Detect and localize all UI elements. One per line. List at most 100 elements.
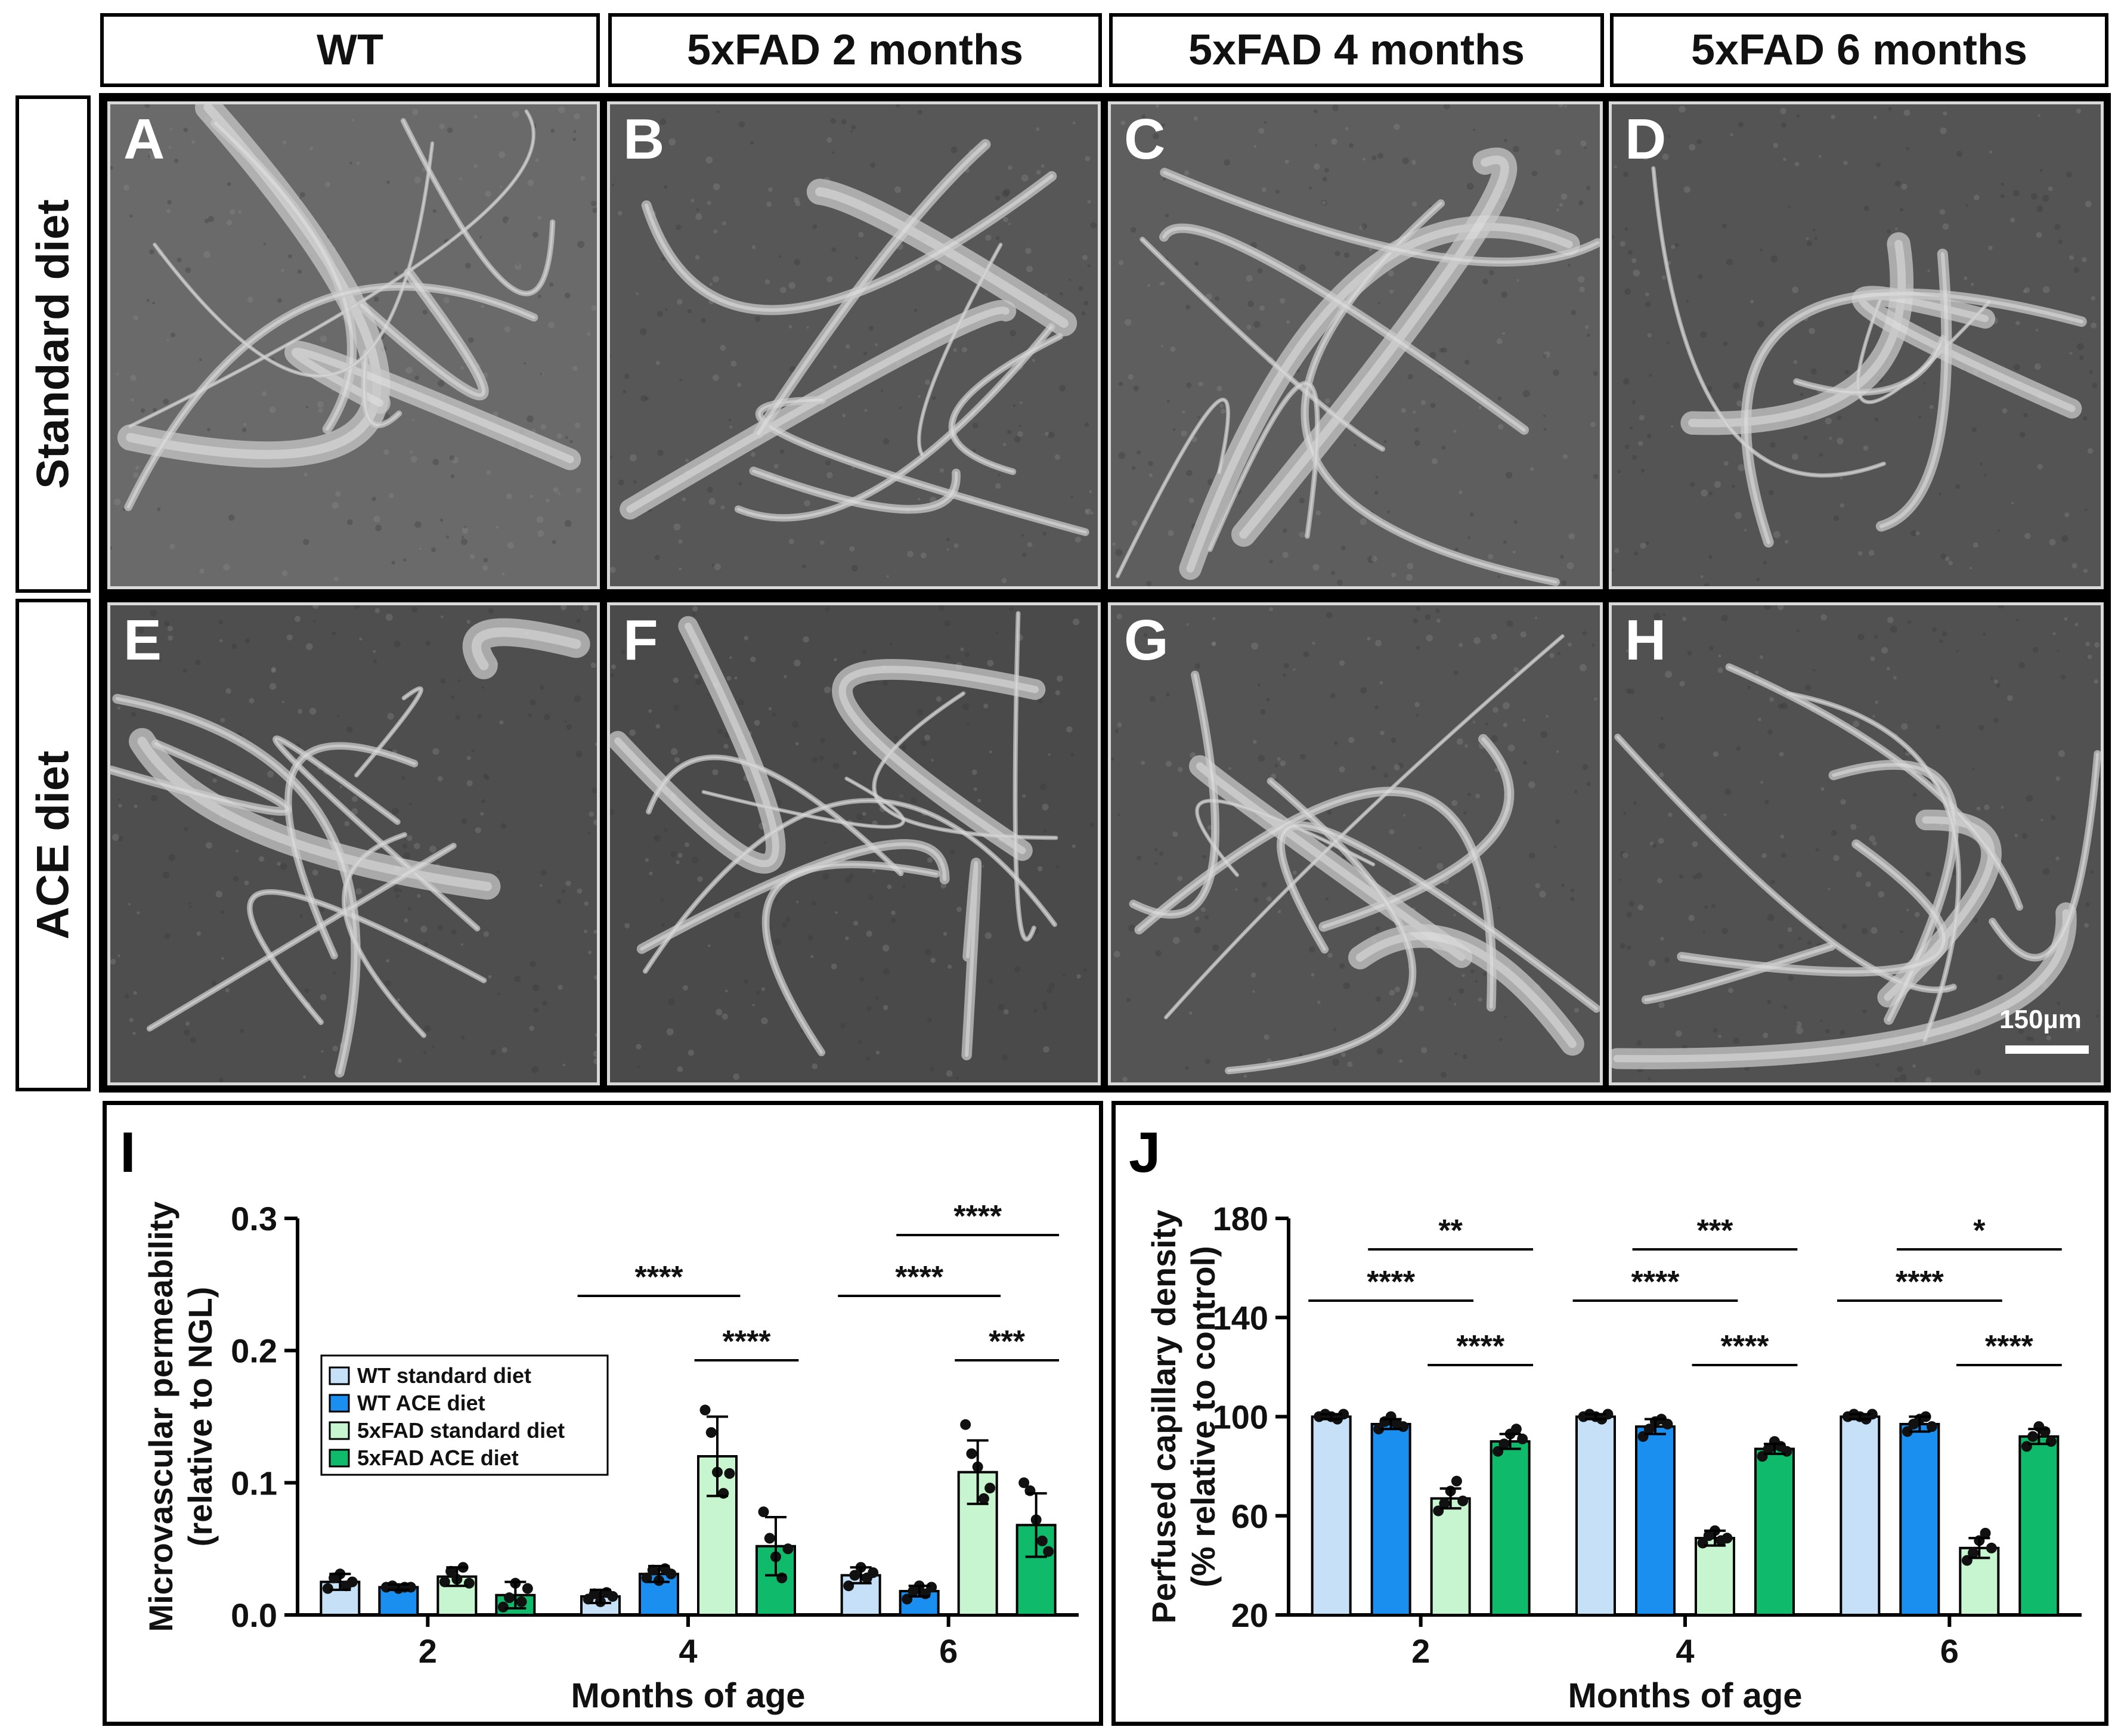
significance-label: ****	[1985, 1329, 2034, 1364]
data-point	[665, 1568, 677, 1580]
x-tick-label: 6	[939, 1632, 958, 1670]
bar	[1695, 1537, 1735, 1616]
x-tick-label: 2	[419, 1632, 437, 1670]
data-point	[1439, 1497, 1450, 1509]
data-point	[758, 1506, 769, 1518]
row-header-label: Standard diet	[27, 199, 79, 489]
panel-label-g: G	[1124, 608, 1169, 672]
column-header-label: WT	[317, 26, 383, 74]
legend: WT standard diet WT ACE diet 5xFAD standar…	[320, 1354, 609, 1476]
micrograph-image	[1612, 605, 2101, 1082]
data-point	[764, 1533, 775, 1544]
significance-label: ****	[895, 1260, 944, 1295]
panel-label-b: B	[623, 107, 665, 171]
data-point	[1763, 1443, 1774, 1455]
data-point	[647, 1564, 658, 1576]
micrograph-image	[610, 104, 1097, 583]
data-point	[978, 1493, 989, 1504]
column-header-label: 5xFAD 2 months	[686, 26, 1024, 74]
panel-label-f: F	[623, 608, 658, 672]
significance-label: ****	[1721, 1329, 1770, 1364]
column-header-6-months: 5xFAD 6 months	[1610, 13, 2108, 87]
micrograph-panel-h: H 150µm	[1609, 602, 2104, 1085]
data-point	[346, 1576, 358, 1588]
data-point	[439, 1576, 450, 1588]
significance-label: ****	[1896, 1265, 1944, 1299]
bar	[1311, 1415, 1352, 1616]
y-axis-label: Microvascular permeability(relative to N…	[142, 1201, 219, 1632]
panel-label-h: H	[1625, 608, 1667, 672]
data-point	[868, 1567, 879, 1579]
micrograph-panel-f: F	[607, 602, 1101, 1085]
data-point	[1926, 1421, 1937, 1432]
data-point	[1517, 1433, 1528, 1444]
bar	[1899, 1422, 1940, 1616]
y-tick-label: 0.2	[231, 1332, 277, 1370]
micrograph-panel-e: E	[107, 602, 600, 1085]
bar	[1840, 1415, 1881, 1616]
panel-label-a: A	[123, 107, 165, 171]
chart-j-frame: J Perfused capillary density(% relative t…	[1111, 1101, 2108, 1726]
legend-label: WT standard diet	[357, 1363, 531, 1388]
data-point	[960, 1419, 971, 1430]
y-tick-label: 20	[1231, 1596, 1268, 1634]
row-header-standard-diet: Standard diet	[16, 95, 91, 593]
column-header-label: 5xFAD 6 months	[1690, 26, 2028, 74]
column-header-label: 5xFAD 4 months	[1188, 26, 1525, 74]
data-point	[1643, 1424, 1655, 1435]
data-point	[1451, 1475, 1462, 1487]
data-point	[984, 1483, 996, 1494]
micrograph-panel-a: A	[107, 101, 600, 589]
x-axis-label: Months of age	[1568, 1676, 1802, 1715]
significance-label: ****	[635, 1260, 684, 1295]
significance-label: ***	[989, 1325, 1025, 1359]
column-header-wt: WT	[100, 13, 600, 87]
data-point	[1457, 1495, 1469, 1506]
data-point	[1866, 1409, 1878, 1420]
legend-swatch	[329, 1421, 350, 1440]
data-point	[1510, 1424, 1522, 1435]
micrograph-panel-d: D	[1609, 101, 2104, 589]
data-point	[1398, 1421, 1409, 1432]
micrograph-panel-c: C	[1108, 101, 1603, 589]
data-point	[1018, 1477, 1030, 1489]
micrograph-panel-b: B	[607, 101, 1101, 589]
legend-label: 5xFAD ACE diet	[357, 1446, 519, 1470]
data-point	[1043, 1546, 1054, 1557]
data-point	[522, 1583, 533, 1594]
bar	[1754, 1447, 1795, 1616]
data-point	[497, 1601, 509, 1613]
micrograph-image	[1111, 606, 1600, 1082]
y-tick-label: 60	[1231, 1497, 1268, 1535]
micrograph-panel-g: G	[1108, 602, 1603, 1085]
x-axis-label: Months of age	[571, 1676, 805, 1715]
legend-box	[320, 1354, 609, 1476]
bar	[1635, 1425, 1676, 1616]
data-point	[589, 1588, 600, 1599]
y-tick-label: 0.1	[231, 1464, 277, 1502]
data-point	[966, 1448, 977, 1459]
data-point	[1721, 1533, 1733, 1544]
scale-bar-label: 150µm	[1999, 1005, 2082, 1034]
legend-swatch	[329, 1394, 350, 1413]
y-tick-label: 180	[1213, 1200, 1268, 1237]
data-point	[1662, 1418, 1673, 1429]
row-header-ace-diet: ACE diet	[16, 599, 91, 1091]
chart-panel-letter: I	[120, 1121, 136, 1184]
data-point	[1968, 1548, 1979, 1559]
data-point	[445, 1565, 457, 1577]
bar	[2018, 1435, 2060, 1616]
data-point	[1602, 1409, 1614, 1420]
data-point	[2045, 1436, 2057, 1447]
x-tick-label: 6	[1940, 1632, 1959, 1670]
data-point	[1338, 1409, 1349, 1420]
legend-swatch	[329, 1366, 350, 1385]
data-point	[1036, 1535, 1048, 1546]
x-tick-label: 4	[679, 1632, 697, 1670]
data-point	[1373, 1424, 1385, 1435]
micrograph-image	[610, 605, 1095, 1080]
legend-label: WT ACE diet	[357, 1391, 485, 1415]
chart-i-frame: I Microvascular permeability(relative to …	[103, 1101, 1103, 1726]
y-axis-label: Perfused capillary density(% relative to…	[1145, 1209, 1222, 1623]
